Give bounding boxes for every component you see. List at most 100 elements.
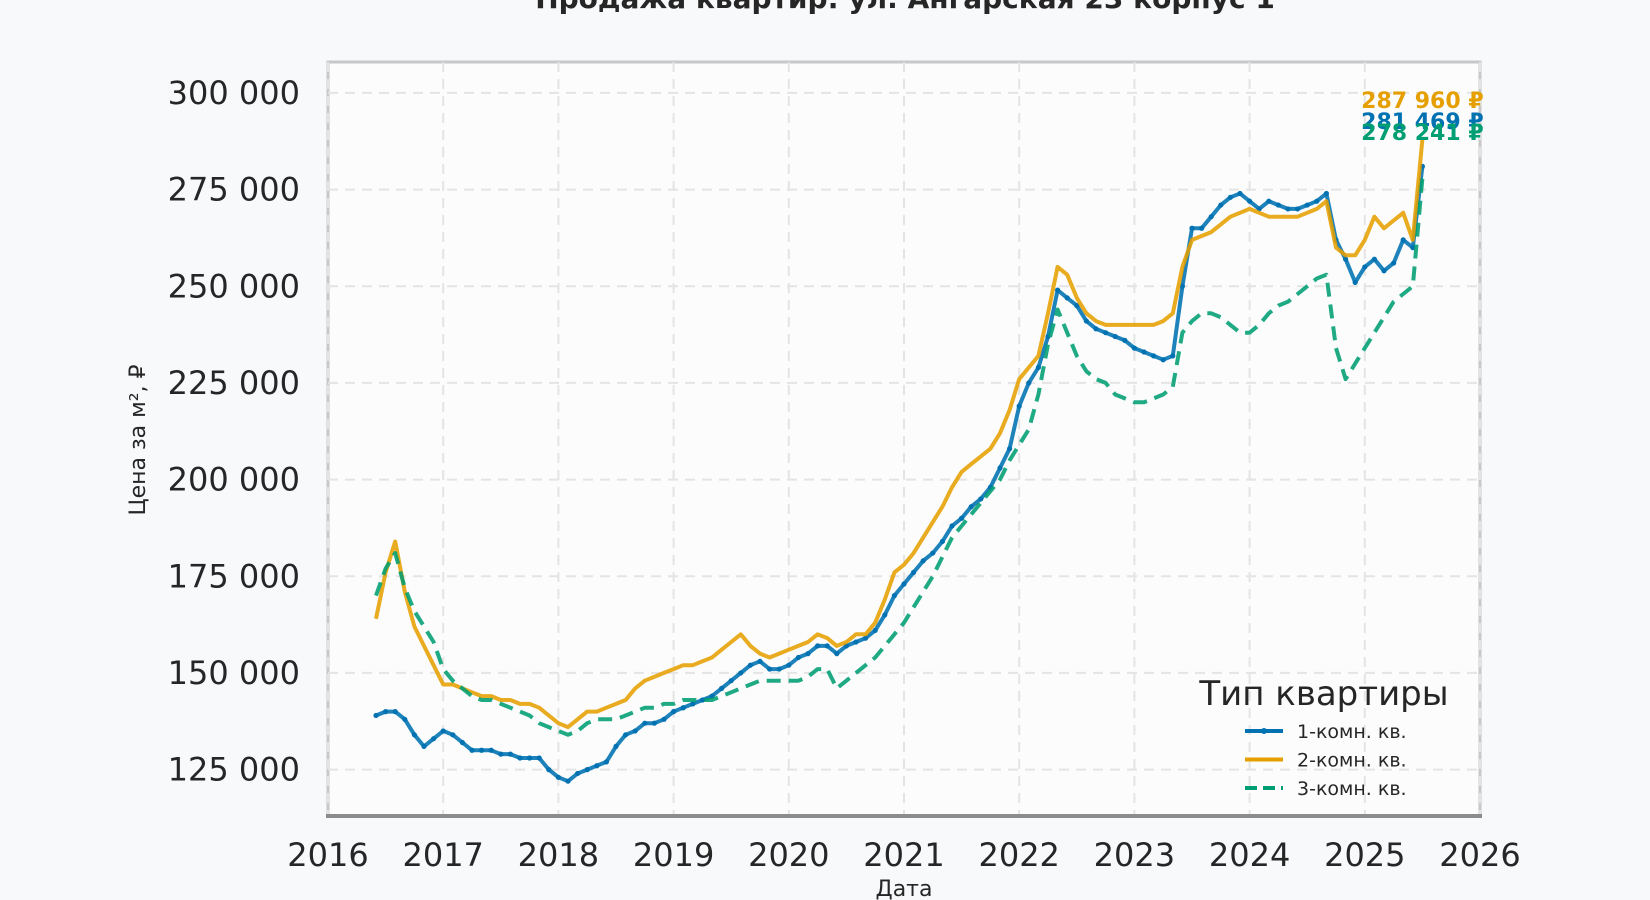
legend-title: Тип квартиры <box>1198 674 1448 714</box>
series-point <box>1199 225 1205 231</box>
series-point <box>930 550 936 556</box>
series-point <box>632 728 638 734</box>
series-point <box>1160 357 1166 363</box>
series-point <box>565 778 571 784</box>
series-point <box>421 743 427 750</box>
legend-label: 3-комн. кв. <box>1297 778 1407 800</box>
series-point <box>1400 237 1406 243</box>
series-point <box>527 755 533 761</box>
series-point <box>911 569 917 576</box>
series-point <box>690 701 696 707</box>
series-point <box>459 739 465 746</box>
series-point <box>1122 337 1128 343</box>
series-point <box>1218 202 1224 208</box>
series-point <box>949 523 955 529</box>
series-group <box>373 139 1425 784</box>
x-tick-label: 2024 <box>1209 836 1290 874</box>
end-value-label: 281 469 ₽ <box>1361 110 1483 135</box>
series-point <box>1304 202 1310 208</box>
series-point <box>1410 245 1416 251</box>
chart-title: Продажа квартир: ул. Ангарская 23 корпус… <box>535 0 1275 15</box>
series-point <box>603 759 610 765</box>
series-point <box>1314 198 1320 204</box>
series-point <box>920 558 926 564</box>
series-point <box>546 767 552 773</box>
series-point <box>978 496 984 502</box>
series-point <box>1237 190 1243 197</box>
x-tick-label: 2021 <box>863 836 944 874</box>
y-tick-label: 200 000 <box>168 461 300 499</box>
series-point <box>555 774 562 780</box>
series-point <box>1189 225 1195 231</box>
series-point <box>1055 287 1061 293</box>
y-axis-title: Цена за м², ₽ <box>126 364 151 515</box>
series-point <box>584 767 590 773</box>
series-point <box>1343 256 1349 262</box>
x-tick-label: 2023 <box>1094 836 1175 874</box>
series-point <box>1035 364 1041 371</box>
series-point <box>1381 268 1387 274</box>
series-point <box>1131 345 1137 351</box>
y-tick-label: 175 000 <box>168 557 300 595</box>
series-point <box>1026 380 1032 386</box>
series-point <box>1247 198 1253 204</box>
series-point <box>1371 256 1377 262</box>
series-point <box>786 662 792 668</box>
legend-marker <box>1261 728 1267 734</box>
series-point <box>1074 303 1080 309</box>
end-value-label: 278 241 ₽ <box>1361 121 1483 146</box>
series-point <box>1285 206 1291 212</box>
series-point <box>1179 283 1185 289</box>
series-point <box>402 716 408 722</box>
series-point <box>431 736 437 742</box>
series-point <box>517 755 523 761</box>
x-tick-label: 2019 <box>633 836 714 874</box>
series-point <box>411 732 417 738</box>
series-point <box>450 732 456 738</box>
series-point <box>959 515 965 521</box>
x-tick-label: 2018 <box>518 836 599 874</box>
x-axis-title: Дата <box>876 877 933 900</box>
series-point <box>498 751 504 757</box>
series-point <box>1170 353 1176 359</box>
y-tick-label: 125 000 <box>168 751 300 789</box>
series-point <box>757 658 763 664</box>
series-point <box>882 612 888 618</box>
legend-label: 2-комн. кв. <box>1297 750 1407 772</box>
series-point <box>805 651 811 657</box>
legend: Тип квартиры 1-комн. кв. 2-комн. кв. 3-ком… <box>1198 674 1448 800</box>
series-point <box>1391 260 1397 266</box>
series-point <box>651 720 658 726</box>
series-point <box>863 635 869 641</box>
series-point <box>776 666 782 672</box>
series-point <box>968 504 974 510</box>
series-point <box>901 581 907 587</box>
series-point <box>738 670 744 676</box>
series-point <box>613 743 619 750</box>
series-point <box>699 697 706 703</box>
series-point <box>719 685 725 692</box>
y-tick-label: 300 000 <box>168 74 300 112</box>
series-point <box>623 732 629 738</box>
series-point <box>392 709 398 715</box>
legend-label: 1-комн. кв. <box>1297 721 1407 743</box>
series-point <box>594 763 600 769</box>
series-point <box>1141 349 1147 355</box>
y-tick-label: 275 000 <box>168 171 300 209</box>
series-point <box>872 627 878 634</box>
x-tick-label: 2025 <box>1324 836 1405 874</box>
end-value-label: 287 960 ₽ <box>1361 89 1483 114</box>
series-point <box>680 705 686 711</box>
series-point <box>815 643 821 649</box>
x-axis-ticks: 2016 2017 2018 2019 2020 2021 2022 2023 2024 2025… <box>287 836 1520 874</box>
series-point <box>1362 264 1368 270</box>
series-point <box>767 666 773 672</box>
series-point <box>479 747 485 753</box>
y-tick-label: 150 000 <box>168 654 300 692</box>
series-point <box>728 678 734 684</box>
series-line-3 <box>374 177 1425 737</box>
x-tick-label: 2020 <box>748 836 829 874</box>
series-point <box>939 538 946 545</box>
